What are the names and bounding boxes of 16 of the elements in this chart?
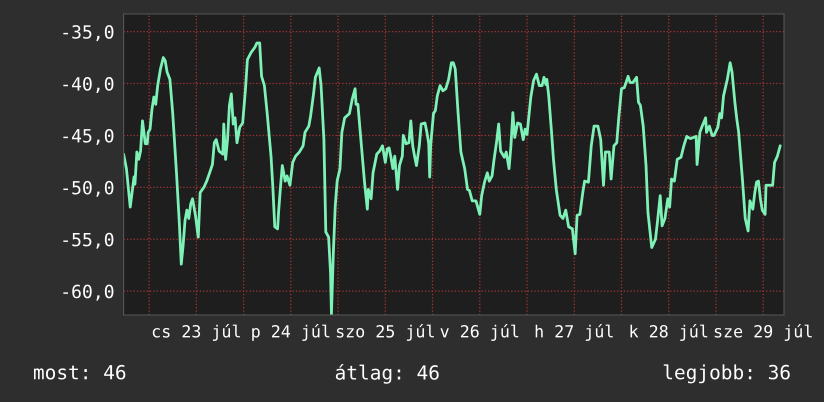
x-tick-label: cs 23 júl xyxy=(152,324,240,341)
x-tick-label: sze 29 júl xyxy=(714,324,812,341)
text: legjobb: 36 xyxy=(664,364,790,384)
y-tick-label: -55,0 xyxy=(63,232,114,249)
y-tick-label: -35,0 xyxy=(63,25,114,42)
x-tick-label: v 26 júl xyxy=(440,324,518,341)
x-tick-label: szo 25 júl xyxy=(336,324,434,341)
y-tick-label: -50,0 xyxy=(63,180,114,197)
y-tick-label: -60,0 xyxy=(63,284,114,301)
y-tick-label: -40,0 xyxy=(63,77,114,93)
x-tick-label: h 27 júl xyxy=(536,324,613,341)
x-tick-label: k 28 júl xyxy=(630,324,708,341)
x-tick-label: p 24 júl xyxy=(252,324,330,341)
text: átlag: 46 xyxy=(336,364,439,384)
text: most: 46 xyxy=(34,364,126,380)
y-tick-label: -45,0 xyxy=(63,128,114,145)
